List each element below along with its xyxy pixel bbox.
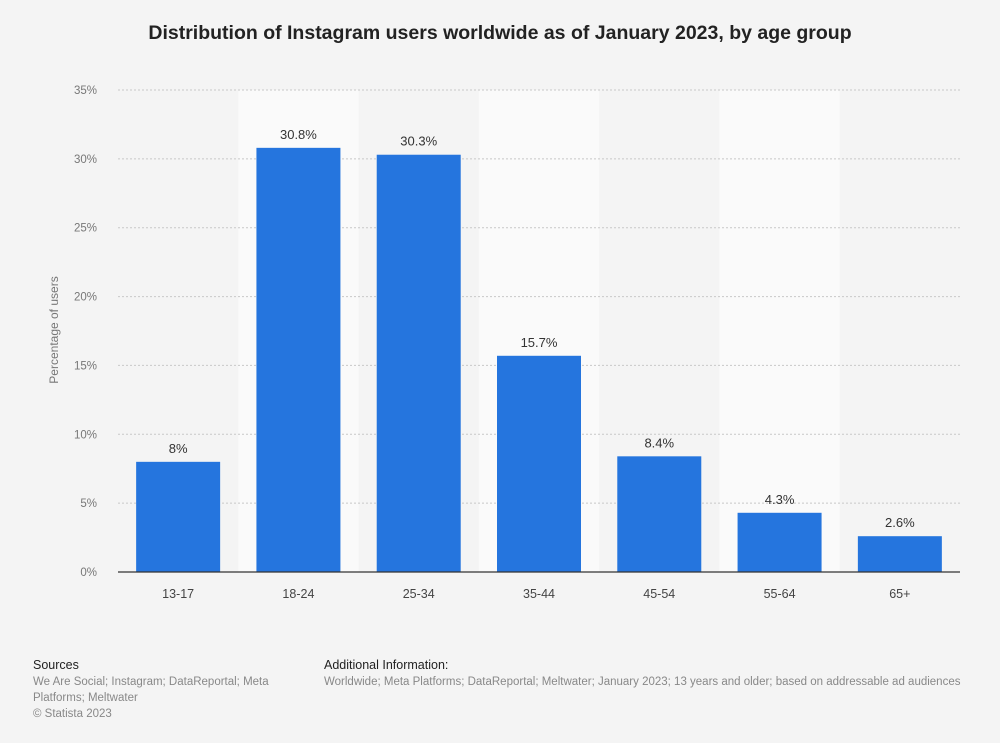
x-tick-label: 25-34: [403, 587, 435, 601]
x-axis-ticks: 13-17 18-24 25-34 35-44 45-54 55-64 65+: [162, 587, 910, 601]
bar: [376, 154, 461, 572]
y-axis-ticks: 0% 5% 10% 15% 20% 25% 30% 35%: [74, 85, 97, 579]
y-tick-label: 30%: [74, 154, 97, 166]
bars: [136, 147, 942, 572]
bar-value-label: 30.3%: [400, 134, 437, 149]
x-tick-label: 45-54: [643, 587, 675, 601]
bar: [737, 512, 822, 572]
bar: [256, 147, 341, 572]
sources-text: We Are Social; Instagram; DataReportal; …: [33, 676, 269, 704]
additional-text: Worldwide; Meta Platforms; DataReportal;…: [324, 676, 961, 688]
copyright: © Statista 2023: [33, 708, 112, 720]
y-tick-label: 15%: [74, 360, 97, 372]
y-tick-label: 5%: [80, 498, 97, 510]
x-tick-label: 13-17: [162, 587, 194, 601]
bar: [136, 461, 221, 572]
bar-value-label: 8.4%: [644, 435, 674, 450]
sources-heading: Sources: [33, 658, 79, 672]
bar: [857, 536, 942, 572]
bar-value-labels: 8% 30.8% 30.3% 15.7% 8.4% 4.3% 2.6%: [169, 127, 915, 530]
y-tick-label: 20%: [74, 292, 97, 304]
x-tick-label: 65+: [889, 587, 910, 601]
y-tick-label: 10%: [74, 429, 97, 441]
x-tick-label: 55-64: [764, 587, 796, 601]
x-tick-label: 18-24: [282, 587, 314, 601]
bar-value-label: 30.8%: [280, 127, 317, 142]
sources-block: Sources We Are Social; Instagram; DataRe…: [33, 658, 303, 706]
bar-value-label: 4.3%: [765, 492, 795, 507]
additional-info-block: Additional Information: Worldwide; Meta …: [324, 658, 1000, 690]
y-tick-label: 25%: [74, 223, 97, 235]
background-band: [719, 90, 840, 572]
y-tick-label: 0%: [80, 567, 97, 579]
bar: [617, 456, 702, 572]
y-tick-label: 35%: [74, 85, 97, 97]
chart-title: Distribution of Instagram users worldwid…: [148, 22, 852, 44]
bar-value-label: 8%: [169, 441, 188, 456]
additional-heading: Additional Information:: [324, 658, 449, 672]
x-tick-label: 35-44: [523, 587, 555, 601]
bar-value-label: 15.7%: [521, 335, 558, 350]
bar-value-label: 2.6%: [885, 515, 915, 530]
bar: [497, 355, 581, 572]
y-axis-label: Percentage of users: [47, 276, 61, 384]
